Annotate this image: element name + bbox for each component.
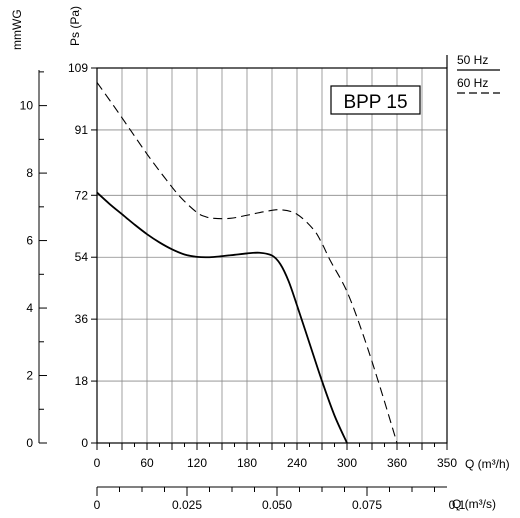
x-tick-label: 240 bbox=[287, 456, 307, 470]
x2-tick-label: 0.050 bbox=[262, 498, 292, 512]
y-tick-label: 18 bbox=[75, 374, 89, 388]
x2-tick-label: 0,1 bbox=[449, 498, 466, 512]
x-tick-label: 360 bbox=[387, 456, 407, 470]
y-axis-label: Ps (Pa) bbox=[68, 6, 82, 46]
y-tick-label: 91 bbox=[75, 123, 89, 137]
y-tick-label: 72 bbox=[75, 188, 89, 202]
x-tick-label: 180 bbox=[237, 456, 257, 470]
axes bbox=[38, 55, 448, 496]
x-tick-label: 0 bbox=[94, 456, 101, 470]
x2-axis-label: Q (m³/s) bbox=[452, 497, 496, 511]
y-tick-label: 54 bbox=[75, 250, 89, 264]
x-tick-label: 350 bbox=[437, 456, 457, 470]
plot-grid bbox=[97, 68, 447, 443]
y2-tick-label: 10 bbox=[20, 99, 34, 113]
y2-tick-label: 0 bbox=[26, 436, 33, 450]
tick-labels: 0 18 36 54 72 91 109 0 2 4 6 8 10 0 60 120 180 240 300 360 3… bbox=[20, 61, 466, 512]
y-tick-label: 36 bbox=[75, 312, 89, 326]
x2-tick-label: 0 bbox=[94, 498, 101, 512]
x-tick-label: 300 bbox=[337, 456, 357, 470]
x-tick-label: 60 bbox=[140, 456, 154, 470]
y-tick-label: 0 bbox=[81, 436, 88, 450]
series-line-50hz bbox=[96, 191, 348, 444]
y2-tick-label: 8 bbox=[26, 166, 33, 180]
y2-tick-label: 4 bbox=[26, 301, 33, 315]
y2-axis-label: mmWG bbox=[10, 9, 24, 50]
x2-tick-label: 0.075 bbox=[352, 498, 382, 512]
legend-label-60hz: 60 Hz bbox=[457, 76, 488, 90]
chart-title: BPP 15 bbox=[343, 92, 407, 113]
legend-label-50hz: 50 Hz bbox=[457, 53, 488, 67]
legend: 50 Hz 60 Hz bbox=[457, 53, 500, 94]
y-tick-label: 109 bbox=[68, 61, 88, 75]
y2-tick-label: 6 bbox=[26, 234, 33, 248]
x2-tick-label: 0.025 bbox=[172, 498, 202, 512]
series-line-60hz bbox=[96, 82, 398, 444]
x-tick-label: 120 bbox=[187, 456, 207, 470]
x-axis-label: Q (m³/h) bbox=[465, 457, 510, 471]
title-box bbox=[330, 85, 421, 115]
y2-tick-label: 2 bbox=[26, 369, 33, 383]
curves bbox=[96, 82, 398, 444]
